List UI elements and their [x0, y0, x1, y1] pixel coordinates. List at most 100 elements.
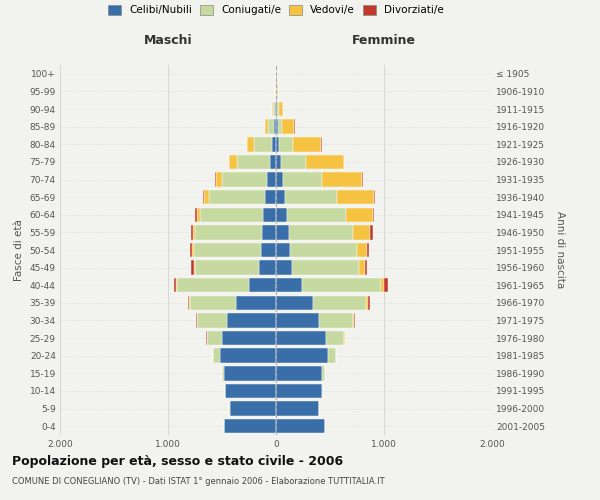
Bar: [227, 314, 276, 328]
Bar: [276, 208, 287, 222]
Bar: [276, 331, 326, 345]
Legend: Celibi/Nubili, Coniugati/e, Vedovi/e, Divorziati/e: Celibi/Nubili, Coniugati/e, Vedovi/e, Di…: [108, 5, 444, 15]
Bar: [313, 296, 365, 310]
Bar: [194, 260, 195, 275]
Bar: [276, 172, 283, 186]
Bar: [247, 137, 254, 152]
Bar: [306, 154, 343, 169]
Bar: [225, 384, 276, 398]
Bar: [191, 260, 194, 275]
Bar: [365, 260, 367, 275]
Bar: [276, 402, 319, 416]
Bar: [326, 331, 344, 345]
Bar: [276, 366, 322, 380]
Bar: [292, 260, 359, 275]
Bar: [276, 243, 290, 257]
Bar: [353, 225, 370, 240]
Bar: [281, 154, 306, 169]
Bar: [368, 296, 370, 310]
Bar: [370, 225, 373, 240]
Bar: [220, 348, 276, 363]
Bar: [283, 120, 295, 134]
Bar: [222, 366, 224, 380]
Bar: [191, 225, 193, 240]
Bar: [278, 120, 283, 134]
Bar: [276, 278, 302, 292]
Bar: [276, 137, 279, 152]
Bar: [367, 243, 369, 257]
Bar: [283, 172, 322, 186]
Bar: [200, 208, 263, 222]
Bar: [384, 278, 388, 292]
Bar: [322, 366, 325, 380]
Bar: [193, 225, 195, 240]
Bar: [230, 402, 276, 416]
Bar: [359, 260, 365, 275]
Bar: [176, 278, 249, 292]
Bar: [357, 243, 367, 257]
Bar: [276, 419, 325, 434]
Bar: [276, 120, 278, 134]
Bar: [275, 102, 276, 117]
Bar: [222, 172, 268, 186]
Bar: [224, 419, 276, 434]
Bar: [263, 208, 276, 222]
Bar: [193, 243, 194, 257]
Bar: [290, 243, 357, 257]
Bar: [190, 296, 236, 310]
Bar: [249, 278, 276, 292]
Bar: [207, 331, 222, 345]
Bar: [276, 296, 313, 310]
Text: Femmine: Femmine: [352, 34, 416, 48]
Bar: [175, 278, 176, 292]
Bar: [262, 225, 276, 240]
Bar: [279, 102, 283, 117]
Bar: [196, 208, 197, 222]
Text: COMUNE DI CONEGLIANO (TV) - Dati ISTAT 1° gennaio 2006 - Elaborazione TUTTITALIA: COMUNE DI CONEGLIANO (TV) - Dati ISTAT 1…: [12, 478, 385, 486]
Bar: [194, 243, 261, 257]
Bar: [274, 120, 276, 134]
Bar: [268, 172, 276, 186]
Bar: [276, 154, 281, 169]
Bar: [285, 190, 337, 204]
Bar: [196, 314, 197, 328]
Bar: [354, 314, 355, 328]
Bar: [259, 260, 276, 275]
Bar: [195, 225, 262, 240]
Bar: [222, 331, 276, 345]
Bar: [203, 190, 209, 204]
Bar: [215, 172, 222, 186]
Bar: [373, 208, 374, 222]
Bar: [276, 314, 319, 328]
Bar: [214, 348, 220, 363]
Bar: [276, 348, 328, 363]
Bar: [209, 190, 265, 204]
Bar: [322, 384, 323, 398]
Bar: [276, 102, 277, 117]
Bar: [322, 172, 362, 186]
Bar: [277, 84, 278, 98]
Bar: [276, 384, 322, 398]
Y-axis label: Anni di nascita: Anni di nascita: [555, 212, 565, 288]
Y-axis label: Fasce di età: Fasce di età: [14, 219, 24, 281]
Bar: [272, 137, 276, 152]
Text: Popolazione per età, sesso e stato civile - 2006: Popolazione per età, sesso e stato civil…: [12, 455, 343, 468]
Bar: [353, 314, 354, 328]
Bar: [190, 243, 193, 257]
Bar: [276, 190, 285, 204]
Bar: [337, 190, 374, 204]
Bar: [346, 208, 373, 222]
Bar: [381, 278, 384, 292]
Bar: [195, 260, 259, 275]
Bar: [289, 225, 353, 240]
Bar: [279, 137, 293, 152]
Bar: [265, 120, 268, 134]
Bar: [197, 314, 227, 328]
Bar: [236, 154, 270, 169]
Bar: [365, 296, 368, 310]
Bar: [254, 137, 272, 152]
Text: Maschi: Maschi: [143, 34, 193, 48]
Bar: [276, 225, 289, 240]
Bar: [188, 296, 189, 310]
Bar: [277, 102, 279, 117]
